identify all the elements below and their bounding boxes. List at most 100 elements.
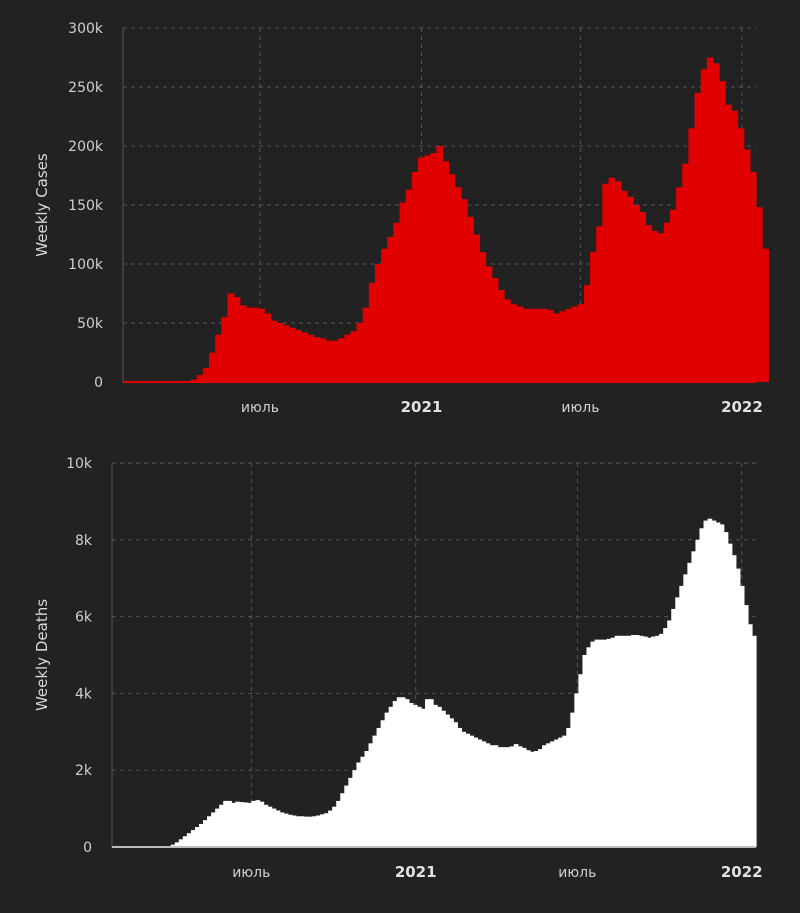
cases-bar-35 [344,334,351,382]
cases-bar-54 [461,199,468,382]
cases-bar-71 [565,308,573,382]
deaths-bar-101 [525,750,531,847]
deaths-bar-145 [703,520,709,847]
deaths-bar-85 [461,731,466,847]
cases-bar-67 [540,308,548,382]
deaths-bar-136 [667,620,672,847]
cases-bar-50 [436,146,444,382]
cases-bar-82 [633,205,640,382]
deaths-ytick-2: 4k [75,686,93,702]
deaths-bar-87 [469,735,475,847]
cases-bar-38 [362,307,370,382]
deaths-bar-143 [695,539,701,847]
deaths-bar-42 [287,814,293,847]
cases-bar-63 [516,306,524,382]
deaths-bar-141 [687,562,693,847]
deaths-bar-34 [255,800,261,847]
deaths-bar-74 [416,706,422,847]
cases-bar-65 [528,308,536,382]
cases-bar-23 [270,320,278,382]
deaths-bar-37 [267,806,273,847]
cases-bar-19 [245,307,253,382]
deaths-bar-111 [566,727,571,847]
deaths-bar-27 [227,800,232,847]
cases-bar-21 [258,308,265,382]
deaths-bar-64 [376,727,382,847]
cases-bar-25 [282,325,290,382]
cases-bar-42 [387,236,395,382]
cases-bar-98 [731,110,739,382]
deaths-bar-150 [723,532,729,847]
deaths-bar-26 [223,800,228,847]
deaths-bar-59 [356,762,362,847]
deaths-bar-128 [634,635,640,847]
cases-bar-58 [485,266,493,382]
cases-bar-49 [430,153,438,382]
deaths-bar-132 [651,636,656,847]
deaths-bar-56 [344,785,349,847]
cases-bar-81 [626,196,634,382]
deaths-bar-80 [441,710,446,847]
deaths-bar-75 [420,708,426,847]
deaths-bar-92 [489,745,495,847]
deaths-bar-91 [485,743,491,847]
deaths-bar-138 [675,597,680,847]
deaths-bar-43 [291,815,297,847]
deaths-bar-66 [384,712,390,847]
deaths-bar-62 [368,743,374,847]
cases-bar-75 [590,252,597,382]
deaths-bar-24 [215,808,220,847]
deaths-bar-15 [178,839,184,847]
cases-xtick-0: июль [241,400,279,416]
cases-bar-52 [448,174,456,382]
deaths-bar-148 [715,522,721,847]
deaths-bar-152 [731,555,737,847]
cases-bar-16 [227,293,235,382]
deaths-bar-28 [231,802,236,847]
cases-bar-48 [424,155,431,382]
deaths-bar-19 [194,827,200,847]
deaths-bar-93 [493,745,499,847]
deaths-xtick-1: 2021 [395,863,437,881]
deaths-bar-33 [251,800,257,847]
cases-xtick-3: 2022 [721,398,763,416]
deaths-bar-18 [190,830,196,847]
deaths-bar-45 [299,816,305,847]
deaths-bar-135 [663,628,668,847]
deaths-bar-54 [336,800,341,847]
deaths-bar-71 [404,699,410,847]
cases-bar-89 [676,187,683,382]
deaths-bar-137 [671,608,676,847]
deaths-bar-98 [513,744,519,847]
cases-bar-14 [215,334,222,382]
deaths-bar-76 [425,699,430,847]
deaths-bar-118 [594,639,600,847]
deaths-bar-94 [497,747,503,847]
deaths-bar-68 [392,701,398,847]
deaths-bar-82 [449,718,454,847]
deaths-bar-47 [307,816,313,847]
deaths-bar-134 [659,633,664,847]
cases-bar-83 [639,212,646,382]
deaths-xtick-0: июль [232,865,270,881]
deaths-bar-157 [751,635,757,847]
cases-bar-96 [719,81,726,382]
cases-bar-15 [221,317,229,382]
cases-bar-86 [657,233,665,382]
deaths-ytick-0: 0 [83,840,92,856]
deaths-bar-58 [352,770,357,847]
deaths-ytick-1: 2k [75,763,93,779]
deaths-ylabel: Weekly Deaths [33,599,51,711]
cases-bar-27 [295,330,302,382]
deaths-bar-35 [259,801,265,847]
deaths-bar-106 [546,743,551,847]
deaths-bar-120 [602,639,608,847]
deaths-bar-16 [182,836,188,847]
cases-bar-30 [313,337,321,382]
deaths-bar-38 [271,808,277,847]
deaths-bar-99 [517,746,523,847]
deaths-bar-55 [340,793,345,847]
cases-bar-13 [209,352,216,382]
deaths-bar-155 [743,605,749,847]
